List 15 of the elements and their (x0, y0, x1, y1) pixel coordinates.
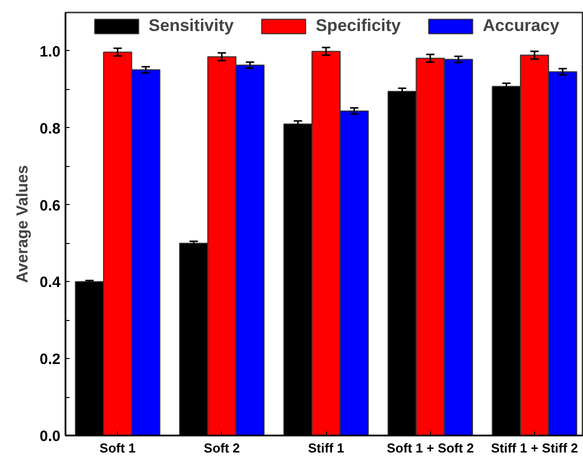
legend-label: Specificity (316, 16, 401, 36)
x-tick-label: Soft 1 (100, 440, 136, 456)
x-tick-label: Soft 2 (204, 440, 240, 456)
legend-label: Accuracy (482, 16, 560, 36)
y-tick-label: 1.0 (40, 43, 61, 60)
y-tick-label: 0.0 (40, 428, 61, 445)
legend-label: Sensitivity (148, 16, 234, 36)
y-tick-label: 0.8 (40, 120, 61, 138)
x-tick-label: Soft 1 + Soft 2 (386, 440, 474, 456)
y-tick-label: 0.6 (40, 197, 61, 214)
y-axis-title: Average Values (14, 165, 32, 283)
y-tick-label: 0.4 (40, 274, 62, 292)
x-tick-label: Stiff 1 + Stiff 2 (490, 440, 578, 456)
y-tick-label: 0.2 (40, 351, 61, 368)
x-tick-label: Stiff 1 (308, 440, 344, 456)
